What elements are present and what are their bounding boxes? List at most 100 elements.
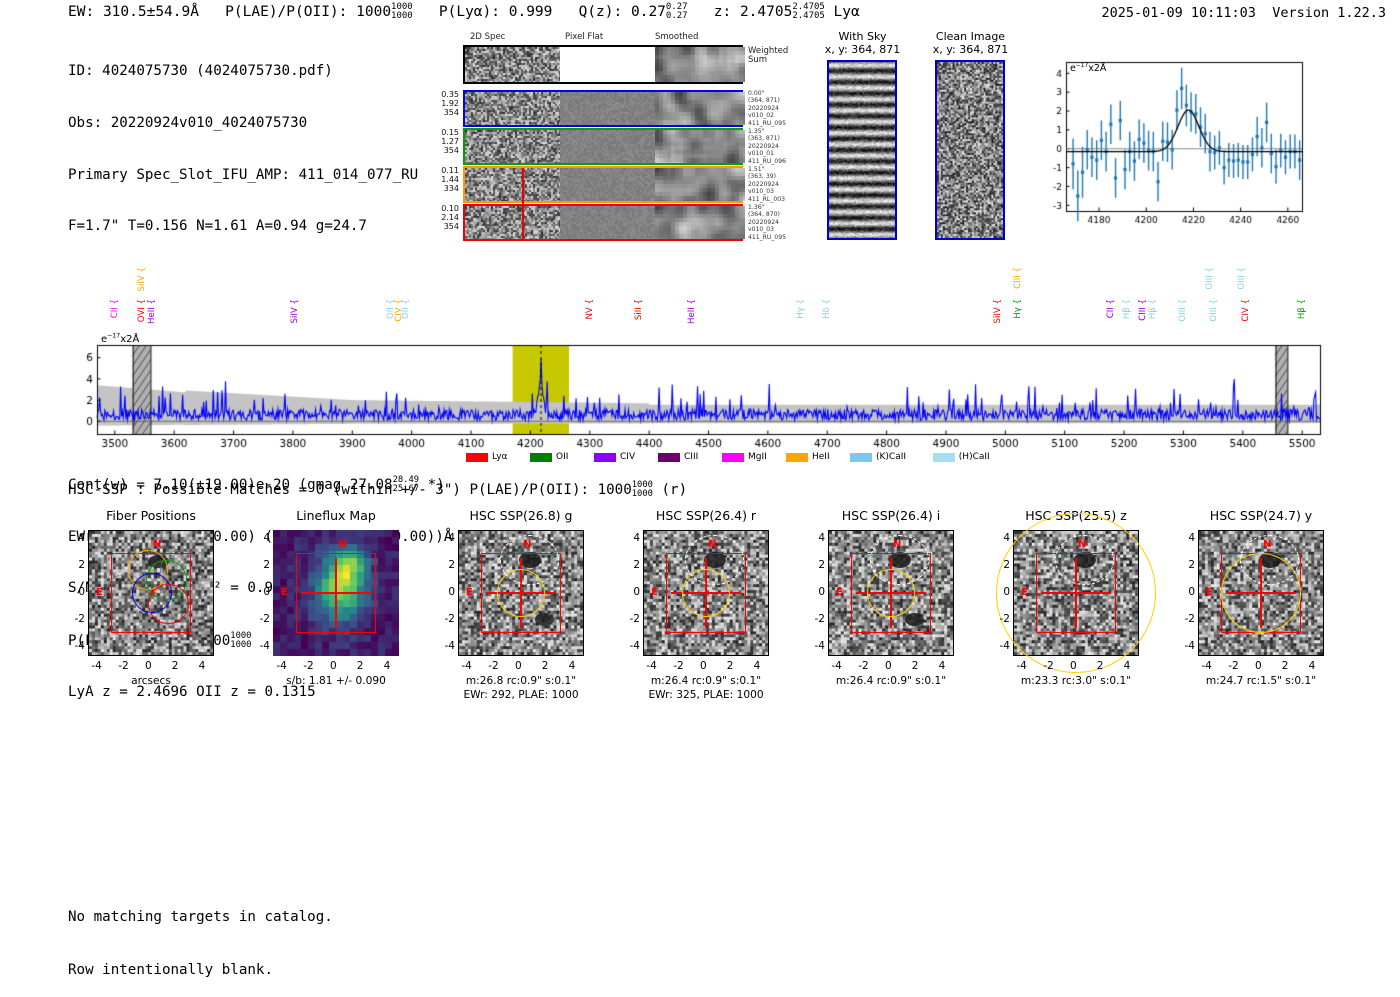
cutout-1-ytick-3: 2: [263, 559, 270, 572]
sky-image-panel: With Sky x, y: 364, 871 Clean Image x, y…: [815, 30, 1020, 245]
cutout-4-ytick-0: -4: [814, 639, 825, 652]
fiber-grid-circle-3: [160, 574, 201, 615]
cutout-0-title: Fiber Positions: [106, 508, 196, 523]
spec2d-row-0: [463, 90, 745, 127]
cutout-3-xtick-0: -4: [646, 660, 657, 672]
line-marker-SiIV-13: SiIV {: [993, 299, 1004, 324]
cutout-0: Fiber Positions N E + -4 -4 -2 -2 0 0 2 2 4 4 arcsecs: [55, 508, 240, 738]
cutout-1-caption-1: s/b: 1.81 +/- 0.090: [286, 675, 386, 687]
fit-plot-units-label: e−17x2Å: [1070, 62, 1107, 74]
legend-label-Ly: Lyα: [492, 452, 508, 462]
line-marker-OIII-21: OIII {: [1205, 267, 1216, 290]
cutout-2-caption-2: EWr: 292, PLAE: 1000: [463, 689, 579, 701]
plya-value: 0.999: [508, 3, 553, 20]
cutout-4-xtick-3: 2: [911, 660, 919, 672]
cutout-3-ytick-1: -2: [629, 612, 640, 625]
with-sky-image: [827, 60, 897, 240]
cutout-2-east-marker: E: [466, 586, 473, 598]
cutout-6: HSC SSP(24.7) y N E -4 -4 -2 -2 0 0 2 2 4 4 m:24.7 rc…: [1165, 508, 1350, 738]
cutout-0-xtick-4: 4: [198, 660, 206, 672]
clean-image-title: Clean Image: [935, 30, 1006, 43]
cutout-5-xtick-4: 4: [1123, 660, 1131, 672]
emission-line-fit-plot: e−17x2Å: [1032, 50, 1308, 235]
cutout-4-ytick-3: 2: [818, 559, 825, 572]
cutout-4: HSC SSP(26.4) i N E -4 -4 -2 -2 0 0 2 2 4 4 m:26.4 rc…: [795, 508, 980, 738]
fiber-grid-circle-4: [131, 595, 172, 636]
cutout-6-ytick-2: 0: [1188, 586, 1195, 598]
line-marker-SiIV-4: SiIV {: [290, 299, 301, 324]
line-position-marker: [522, 168, 524, 240]
cutout-3-title: HSC SSP(26.4) r: [655, 508, 757, 523]
cutout-5-ytick-4: 4: [1003, 532, 1010, 545]
fiber-grid-circle-2: [105, 574, 146, 615]
cutout-1-title: Lineflux Map: [296, 508, 376, 523]
spec2d-row-0-flat: [560, 92, 655, 125]
cutout-0-xtick-2: 0: [145, 660, 152, 672]
spec2d-row-3: [463, 168, 745, 241]
z-value: 2.4705: [739, 3, 793, 20]
info-line-slot: Primary Spec_Slot_IFU_AMP: 411_014_077_R…: [68, 166, 419, 183]
legend-swatch-KCaII: [850, 453, 872, 462]
cutout-5-ytick-2: 0: [1003, 586, 1010, 598]
cutout-0-xtick-3: 2: [171, 660, 179, 672]
cutout-2-ytick-1: -2: [444, 612, 455, 625]
summary-header: EW: 310.5±54.9Å P(LAE)/P(OII): 1000 1000 1…: [68, 3, 860, 21]
spec2d-caption-pixelflat: Pixel Flat: [565, 32, 604, 42]
spec2d-caption-smoothed: Smoothed: [655, 32, 699, 42]
info-line-contw: Cont(w) = 7.10(±19.00)e-20 (gmag 27.08 28…: [68, 476, 452, 494]
line-marker-OIII-23: OIII {: [1236, 267, 1247, 290]
line-marker-OIII-22: OIII {: [1209, 299, 1220, 322]
clean-image: [935, 60, 1005, 240]
cutout-1-ytick-2: 0: [263, 586, 270, 598]
line-marker-HeII-3: HeII {: [146, 299, 157, 325]
legend-swatch-Ly: [466, 453, 488, 462]
plya-label: P(Lyα):: [438, 3, 500, 20]
hsc-plae-range: 1000 1000: [631, 480, 653, 499]
cutout-4-detection-ellipse: [869, 535, 929, 586]
cutout-2-ytick-0: -4: [444, 639, 455, 652]
legend-label-CIV: CIV: [620, 452, 636, 462]
info-line-obs: Obs: 20220924v010_4024075730: [68, 115, 308, 132]
spec2d-row-0-meta: 0.00" (364, 871) 20220924 v010_02 411_RU_095: [748, 90, 787, 127]
cutout-2-ytick-3: 2: [448, 559, 455, 572]
spec2d-row-2-meta: 1.51" (363, 39) 20220924 v010_03 411_RL_003: [748, 166, 785, 203]
cutout-6-xtick-0: -4: [1201, 660, 1212, 672]
spec2d-caption-2dspec: 2D Spec: [470, 32, 506, 42]
hsc-match-line: HSC-SSP : Possible Matches = 0 (within +…: [68, 481, 687, 499]
cutout-5-xtick-1: -2: [1043, 660, 1054, 672]
plae-value: 1000: [356, 3, 392, 20]
timestamp: 2025-01-09 10:11:03: [1101, 5, 1256, 21]
cutout-5-ytick-1: -2: [999, 612, 1010, 625]
weighted-sum-seg-white: [560, 47, 655, 82]
cutout-6-caption-1: m:24.7 rc:1.5" s:0.1": [1205, 675, 1317, 687]
source-blob-south: [535, 613, 555, 627]
spec2d-row-3-left-values: 0.10 2.14 354: [441, 204, 459, 232]
cutout-4-title: HSC SSP(26.4) i: [841, 508, 941, 523]
footer-note: No matching targets in catalog. Row inte…: [68, 874, 333, 997]
source-blob-south: [905, 613, 925, 627]
with-sky-subtitle: x, y: 364, 871: [824, 43, 901, 56]
cutout-0-ytick-2: 0: [78, 586, 85, 598]
footer-line-2: Row intentionally blank.: [68, 961, 273, 978]
info-plae-range: 1000 1000: [230, 630, 252, 650]
legend-swatch-HCaII: [932, 453, 955, 462]
cutout-2-xtick-3: 2: [541, 660, 549, 672]
cutout-6-ytick-1: -2: [1184, 612, 1195, 625]
cutout-6-east-marker: E: [1206, 586, 1213, 598]
cutout-5-photometry-aperture: [995, 512, 1157, 674]
spectrum-legend: Lyα OII CIV CIII MgII HeII (K)CaII (H)CaII: [466, 450, 990, 466]
cutout-2-xtick-1: -2: [488, 660, 499, 672]
cutout-4-east-marker: E: [836, 586, 843, 598]
cutout-3-xtick-3: 2: [726, 660, 734, 672]
cutout-3-xtick-2: 0: [700, 660, 707, 672]
cutout-2-xtick-0: -4: [461, 660, 472, 672]
line-marker-H-11: Hγ {: [795, 299, 806, 319]
ew-value: 310.5±54.9Å: [102, 3, 199, 20]
cutout-1-xtick-4: 4: [383, 660, 391, 672]
version-label: Version 1.22.3: [1272, 5, 1386, 21]
cutout-1-center-gap: [330, 587, 342, 599]
footer-line-1: No matching targets in catalog.: [68, 909, 333, 926]
legend-label-CIII: CIII: [684, 452, 699, 462]
cutout-1-aperture-box: [295, 552, 377, 634]
spectrum-units-label: e−17x2Å: [101, 332, 140, 345]
